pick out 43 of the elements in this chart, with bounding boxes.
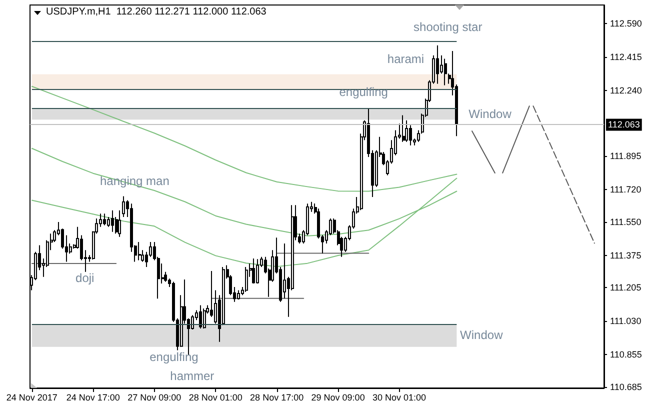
x-tick-label: 28 Nov 01:00: [188, 392, 242, 402]
candlestick: [256, 258, 259, 284]
y-tick-label: 111.720: [610, 184, 642, 195]
annotation: harami: [387, 52, 424, 66]
candlestick: [138, 241, 141, 261]
candlestick: [444, 58, 447, 86]
ref-line-label: 112.063: [608, 120, 640, 130]
x-tick-label: 28 Nov 17:00: [250, 392, 304, 402]
annotation: doji: [76, 271, 94, 285]
x-tick-label: 24 Nov 17:00: [66, 392, 120, 402]
candlestick: [118, 210, 121, 238]
y-tick-label: 112.415: [610, 52, 642, 62]
y-tick-label: 112.240: [610, 85, 642, 96]
candlestick: [103, 213, 106, 226]
y-tick-label: 111.895: [610, 151, 642, 162]
candlestick: [436, 44, 439, 84]
y-tick-label: 111.205: [610, 282, 642, 293]
x-tick-label: 30 Nov 01:00: [372, 392, 426, 402]
line-series: [31, 86, 458, 192]
x-tick-label: 24 Nov 2017: [6, 392, 58, 402]
candlestick: [237, 290, 240, 300]
y-tick-label: 110.685: [610, 382, 642, 392]
annotation: hammer: [170, 369, 214, 383]
candlestick: [245, 266, 248, 292]
y-tick-label: 110.855: [610, 349, 642, 360]
candlestick: [203, 308, 206, 330]
candlestick: [409, 124, 412, 146]
candlestick: [252, 258, 255, 284]
y-tick-label: 112.590: [610, 18, 642, 29]
x-tick-label: 27 Nov 09:00: [128, 392, 182, 402]
candlestick: [122, 196, 125, 218]
candlestick: [111, 210, 114, 232]
candlestick: [402, 114, 405, 142]
annotation: engulfing: [150, 350, 198, 364]
y-tick-label: 111.030: [610, 316, 642, 326]
annotation: Window: [468, 107, 512, 121]
chart-title: USDJPY.m,H1 112.260 112.271 112.000 112.063: [46, 6, 267, 18]
y-tick-label: 111.550: [610, 216, 642, 227]
annotation: shooting star: [414, 20, 482, 34]
y-tick-label: 111.375: [610, 250, 642, 260]
annotation: Window: [460, 328, 504, 342]
x-tick-label: 29 Nov 09:00: [311, 392, 365, 402]
candlestick: [199, 304, 202, 330]
